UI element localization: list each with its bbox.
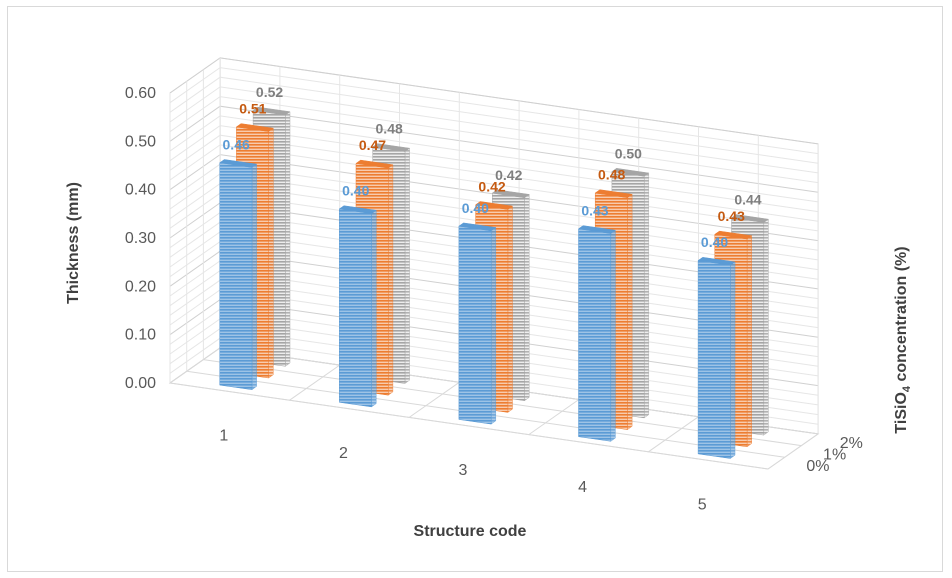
data-label: 0.47 xyxy=(359,137,386,153)
bar-front xyxy=(339,208,372,408)
bar-top xyxy=(474,201,514,210)
bar-top xyxy=(611,168,650,177)
bar xyxy=(219,159,258,391)
data-label: 0.40 xyxy=(462,200,489,216)
y-axis-title-text: Thickness (mm) xyxy=(65,182,82,304)
bar-side xyxy=(746,235,752,448)
z-tick-label: 1% xyxy=(823,446,846,463)
bar-top xyxy=(235,123,274,132)
bar-front xyxy=(697,260,731,459)
data-label: 0.43 xyxy=(718,208,745,224)
bar-top xyxy=(355,159,394,169)
bar-top xyxy=(252,106,291,116)
bar-side xyxy=(627,193,633,431)
data-label: 0.40 xyxy=(701,234,728,250)
bar-side xyxy=(507,205,513,413)
bar-front xyxy=(458,225,492,425)
labels-layer: 0.00 0.10 0.20 0.30 0.40 0.50 0.60 1 2 3 4 5 0%1%2% 0… xyxy=(125,84,863,513)
x-axis-title: Structure code xyxy=(414,523,527,540)
z-axis-title-text: TiSiO4 concentration (%) xyxy=(893,246,913,433)
bar-side xyxy=(643,172,650,419)
bar-top xyxy=(219,159,258,168)
y-tick-label: 0.30 xyxy=(125,230,156,247)
bar-top xyxy=(594,189,633,198)
y-tick-label: 0.20 xyxy=(125,278,156,295)
bar-side xyxy=(490,227,497,425)
floor-gridline xyxy=(169,382,769,470)
bar xyxy=(458,222,497,425)
data-label: 0.43 xyxy=(581,203,608,219)
x-tick-label: 3 xyxy=(459,462,468,479)
bar-side xyxy=(763,218,769,436)
x-tick-label: 2 xyxy=(339,445,348,462)
data-label: 0.42 xyxy=(495,167,522,183)
z-tick-label: 0% xyxy=(806,458,829,475)
bar-side xyxy=(524,193,530,402)
bar xyxy=(697,257,736,459)
bar-side xyxy=(388,164,394,396)
y-tick-label: 0.40 xyxy=(125,182,156,199)
x-tick-label: 5 xyxy=(698,496,707,513)
bar xyxy=(338,205,377,408)
data-label: 0.52 xyxy=(256,84,283,100)
floor-gridline xyxy=(648,416,699,453)
y-tick-label: 0.00 xyxy=(125,375,156,392)
bar-top xyxy=(730,214,770,223)
data-label: 0.44 xyxy=(734,191,761,207)
floor-gridline xyxy=(289,364,340,401)
y-tick-label: 0.50 xyxy=(125,133,156,150)
data-label: 0.51 xyxy=(239,101,266,117)
bar-front xyxy=(219,162,253,390)
bar-top xyxy=(338,205,377,214)
data-label: 0.40 xyxy=(342,183,369,199)
bar xyxy=(577,225,617,442)
x-tick-label: 1 xyxy=(219,428,228,445)
floor-gridline xyxy=(169,347,221,384)
bar-side xyxy=(404,147,410,384)
bar-front xyxy=(578,228,612,442)
z-tick-label: 2% xyxy=(840,435,863,452)
bar-top xyxy=(372,143,411,152)
floor-gridline xyxy=(408,381,460,418)
bar-side xyxy=(730,261,736,459)
floor-gridline xyxy=(528,399,580,436)
bar-top xyxy=(458,222,497,232)
data-label: 0.48 xyxy=(376,121,403,137)
y-tick-label: 0.10 xyxy=(125,327,156,344)
y-axis-title: Thickness (mm) xyxy=(65,182,82,304)
bar-side xyxy=(371,209,377,408)
bars-layer xyxy=(219,106,770,459)
x-tick-label: 4 xyxy=(578,479,587,496)
data-label: 0.48 xyxy=(598,167,625,183)
bar-top xyxy=(491,189,530,198)
floor-gridline xyxy=(767,433,819,470)
bar-side xyxy=(251,163,257,391)
data-label: 0.50 xyxy=(615,145,642,161)
bar-top xyxy=(697,257,736,266)
data-label: 0.46 xyxy=(223,136,250,152)
bar-side xyxy=(610,229,616,442)
data-label: 0.42 xyxy=(478,178,505,194)
bar-side xyxy=(268,127,274,379)
z-axis-title: TiSiO4 concentration (%) xyxy=(893,246,913,433)
y-tick-label: 0.60 xyxy=(125,85,156,102)
bar-top xyxy=(577,225,617,234)
bar-top xyxy=(714,230,753,240)
bar-side xyxy=(285,111,291,367)
